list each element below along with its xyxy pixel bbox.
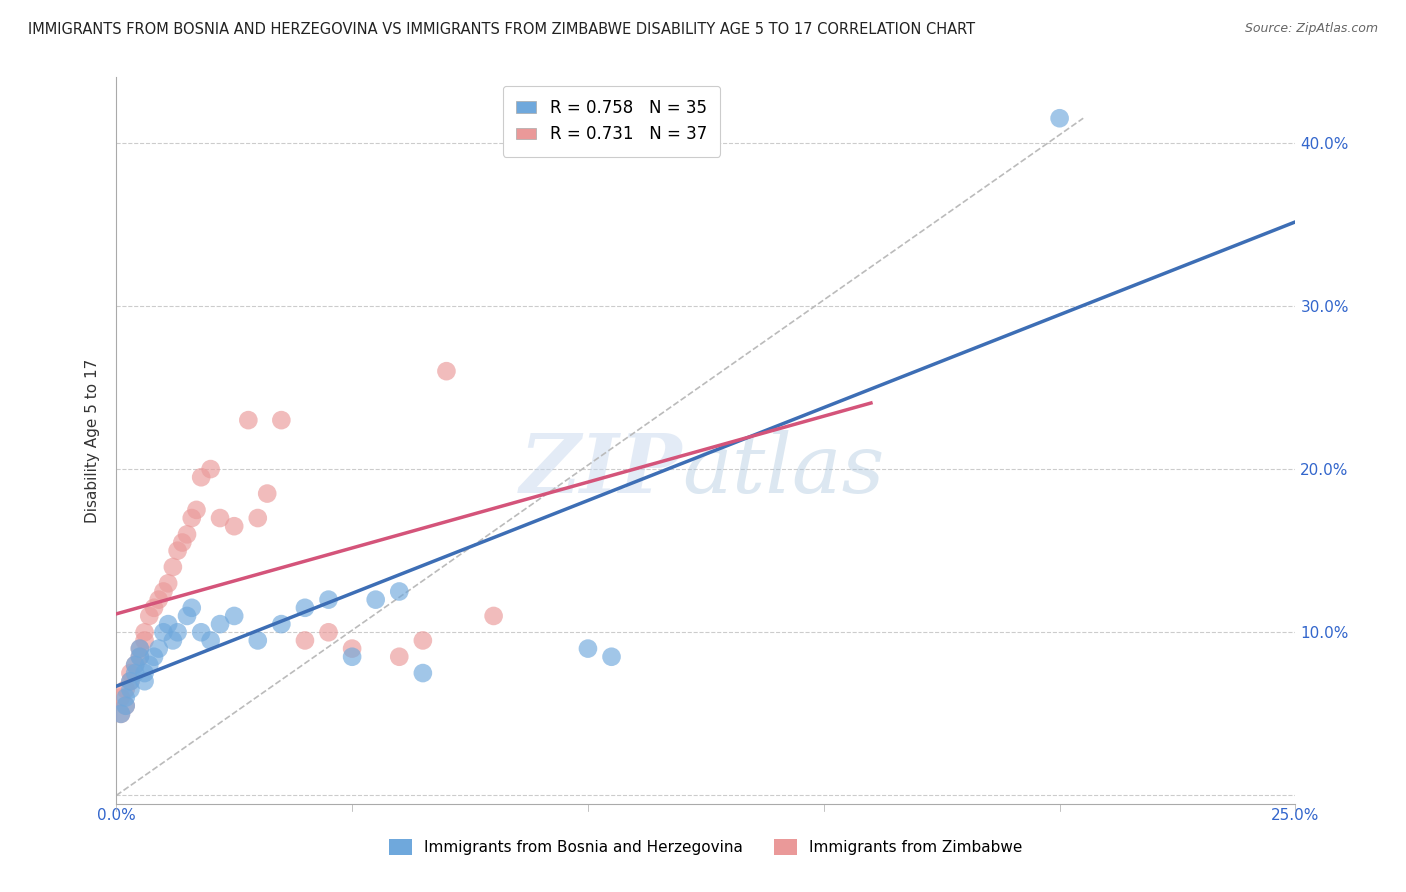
Point: [412, 633, 434, 648]
Point: [200, 462, 222, 476]
Point: [270, 413, 292, 427]
Point: [134, 633, 156, 648]
Point: [180, 600, 202, 615]
Point: [209, 617, 232, 632]
Text: atlas: atlas: [682, 430, 884, 509]
Point: [134, 625, 156, 640]
Point: [246, 633, 269, 648]
Point: [166, 625, 188, 640]
Point: [114, 682, 136, 697]
Point: [120, 666, 142, 681]
Point: [128, 641, 150, 656]
Y-axis label: Disability Age 5 to 17: Disability Age 5 to 17: [86, 359, 100, 523]
Text: ZIP: ZIP: [520, 430, 682, 509]
Point: [482, 609, 505, 624]
Point: [1049, 112, 1071, 126]
Point: [128, 641, 150, 656]
Legend: R = 0.758   N = 35, R = 0.731   N = 37: R = 0.758 N = 35, R = 0.731 N = 37: [503, 86, 720, 157]
Point: [134, 674, 156, 689]
Point: [114, 698, 136, 713]
Point: [180, 511, 202, 525]
Point: [200, 633, 222, 648]
Point: [270, 617, 292, 632]
Point: [224, 609, 246, 624]
Point: [224, 519, 246, 533]
Point: [124, 666, 146, 681]
Point: [114, 698, 136, 713]
Point: [162, 560, 184, 574]
Point: [190, 625, 212, 640]
Point: [138, 609, 160, 624]
Point: [364, 592, 387, 607]
Point: [124, 657, 146, 672]
Point: [120, 674, 142, 689]
Point: [238, 413, 260, 427]
Point: [114, 690, 136, 705]
Point: [128, 649, 150, 664]
Point: [186, 503, 208, 517]
Point: [152, 584, 174, 599]
Point: [110, 706, 132, 721]
Point: [120, 682, 142, 697]
Point: [138, 657, 160, 672]
Point: [110, 690, 132, 705]
Point: [120, 674, 142, 689]
Point: [294, 600, 316, 615]
Point: [143, 600, 166, 615]
Point: [128, 649, 150, 664]
Point: [318, 625, 340, 640]
Point: [190, 470, 212, 484]
Point: [134, 666, 156, 681]
Point: [152, 625, 174, 640]
Point: [294, 633, 316, 648]
Point: [600, 649, 623, 664]
Point: [176, 609, 198, 624]
Point: [436, 364, 458, 378]
Point: [388, 649, 411, 664]
Point: [340, 641, 363, 656]
Point: [124, 657, 146, 672]
Point: [157, 617, 180, 632]
Point: [148, 641, 170, 656]
Point: [172, 535, 194, 549]
Point: [388, 584, 411, 599]
Point: [166, 543, 188, 558]
Point: [110, 706, 132, 721]
Point: [148, 592, 170, 607]
Point: [576, 641, 599, 656]
Point: [246, 511, 269, 525]
Point: [340, 649, 363, 664]
Point: [318, 592, 340, 607]
Text: IMMIGRANTS FROM BOSNIA AND HERZEGOVINA VS IMMIGRANTS FROM ZIMBABWE DISABILITY AG: IMMIGRANTS FROM BOSNIA AND HERZEGOVINA V…: [28, 22, 976, 37]
Point: [209, 511, 232, 525]
Point: [412, 666, 434, 681]
Point: [162, 633, 184, 648]
Point: [256, 486, 278, 500]
Point: [157, 576, 180, 591]
Point: [176, 527, 198, 541]
Point: [143, 649, 166, 664]
Text: Source: ZipAtlas.com: Source: ZipAtlas.com: [1244, 22, 1378, 36]
